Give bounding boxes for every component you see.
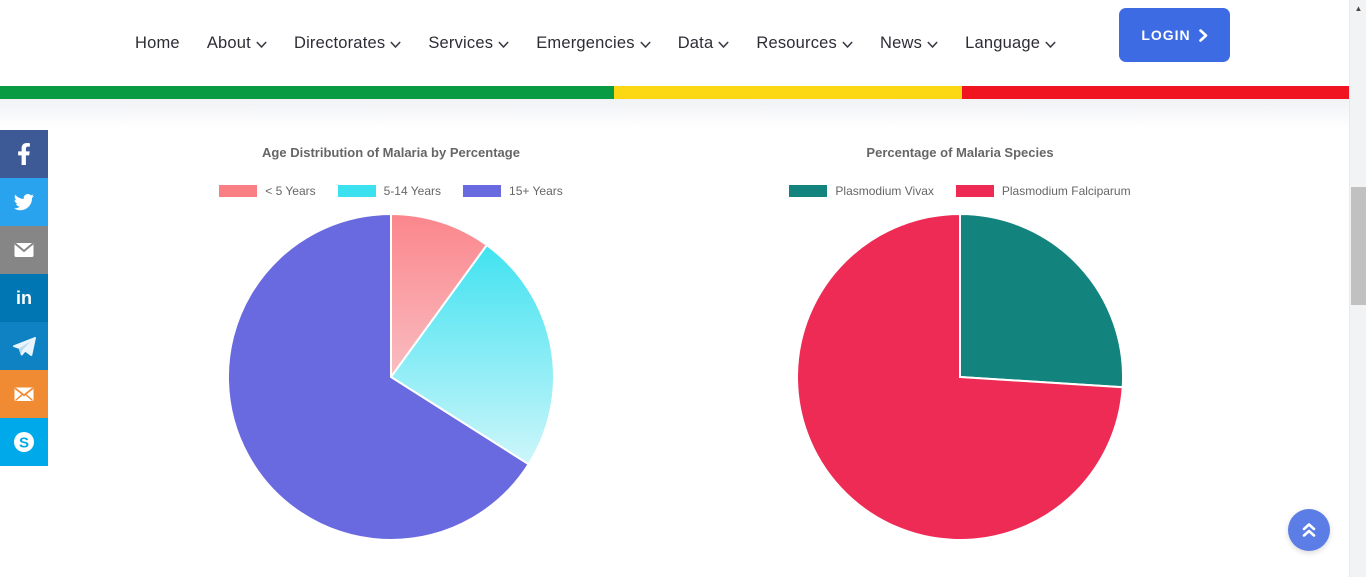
legend-label: Plasmodium Vivax xyxy=(835,184,934,198)
nav-item-label: Data xyxy=(677,33,714,52)
flag-stripe-red xyxy=(962,86,1349,99)
legend-label: < 5 Years xyxy=(265,184,316,198)
legend-label: Plasmodium Falciparum xyxy=(1001,184,1131,198)
main-nav: Home About Directorates Services Emergencies… xyxy=(135,0,1056,86)
nav-item-emergencies[interactable]: Emergencies xyxy=(536,34,651,53)
pie-chart-species[interactable] xyxy=(795,212,1125,542)
pie-slice[interactable] xyxy=(390,212,489,381)
mail-icon xyxy=(14,387,34,402)
chevron-down-icon xyxy=(640,41,651,48)
login-label: LOGIN xyxy=(1141,27,1191,43)
telegram-icon xyxy=(12,336,36,356)
flag-stripe-yellow xyxy=(614,86,962,99)
facebook-icon xyxy=(18,143,30,165)
legend-label: 15+ Years xyxy=(509,184,563,198)
legend-item[interactable]: 5-14 Years xyxy=(337,184,442,198)
envelope-icon xyxy=(14,242,34,257)
social-telegram-button[interactable] xyxy=(0,322,48,370)
nav-item-directorates[interactable]: Directorates xyxy=(294,34,401,53)
chevron-down-icon xyxy=(390,41,401,48)
nav-item-about[interactable]: About xyxy=(207,34,267,53)
social-email-button[interactable] xyxy=(0,226,48,274)
nav-item-label: News xyxy=(880,33,923,52)
nav-item-language[interactable]: Language xyxy=(965,34,1056,53)
chevron-down-icon xyxy=(1045,41,1056,48)
social-share-sidebar: in S xyxy=(0,130,48,466)
legend-label: 5-14 Years xyxy=(383,184,442,198)
chart-age-distribution: Age Distribution of Malaria by Percentag… xyxy=(219,145,563,542)
social-twitter-button[interactable] xyxy=(0,178,48,226)
chart-legend: Plasmodium Vivax Plasmodium Falciparum xyxy=(789,184,1131,198)
flag-stripe-green xyxy=(0,86,614,99)
skype-icon: S xyxy=(14,432,34,452)
nav-item-news[interactable]: News xyxy=(880,34,938,53)
nav-item-label: About xyxy=(206,33,251,52)
scrollbar-up-arrow[interactable]: ▲ xyxy=(1354,4,1363,13)
chart-title: Percentage of Malaria Species xyxy=(866,145,1054,160)
twitter-icon xyxy=(14,194,34,211)
pie-slice[interactable] xyxy=(226,212,530,541)
top-nav-bar: Home About Directorates Services Emergencies… xyxy=(0,0,1349,86)
linkedin-icon: in xyxy=(16,288,32,308)
chevron-right-icon xyxy=(1198,28,1207,42)
pie-chart-age[interactable] xyxy=(226,212,556,542)
legend-item[interactable]: 15+ Years xyxy=(463,184,563,198)
legend-swatch xyxy=(789,185,828,197)
nav-item-home[interactable]: Home xyxy=(135,34,180,53)
svg-text:S: S xyxy=(19,435,29,452)
nav-item-label: Language xyxy=(965,33,1041,52)
flag-stripe xyxy=(0,86,1349,99)
social-mail-button[interactable] xyxy=(0,370,48,418)
chevron-down-icon xyxy=(256,41,267,48)
nav-item-data[interactable]: Data xyxy=(678,34,730,53)
chevron-down-icon xyxy=(842,41,853,48)
social-linkedin-button[interactable]: in xyxy=(0,274,48,322)
chart-malaria-species: Percentage of Malaria Species Plasmodium… xyxy=(789,145,1131,542)
section-fade xyxy=(0,99,1349,129)
legend-swatch xyxy=(955,185,994,197)
chevron-down-icon xyxy=(498,41,509,48)
login-button[interactable]: LOGIN xyxy=(1119,8,1230,62)
social-facebook-button[interactable] xyxy=(0,130,48,178)
legend-item[interactable]: Plasmodium Vivax xyxy=(789,184,934,198)
chart-title: Age Distribution of Malaria by Percentag… xyxy=(262,145,520,160)
nav-item-label: Emergencies xyxy=(536,33,635,52)
nav-item-label: Services xyxy=(428,33,494,52)
nav-item-label: Directorates xyxy=(293,33,386,52)
scroll-to-top-button[interactable] xyxy=(1288,509,1330,551)
chevron-down-icon xyxy=(927,41,938,48)
pie-slice[interactable] xyxy=(959,212,1125,389)
legend-item[interactable]: Plasmodium Falciparum xyxy=(955,184,1131,198)
pie-slice[interactable] xyxy=(389,243,555,466)
nav-item-label: Home xyxy=(135,33,180,52)
legend-swatch xyxy=(463,185,502,197)
nav-item-services[interactable]: Services xyxy=(428,34,509,53)
svg-text:in: in xyxy=(16,288,32,308)
nav-item-resources[interactable]: Resources xyxy=(756,34,853,53)
legend-item[interactable]: < 5 Years xyxy=(219,184,316,198)
social-skype-button[interactable]: S xyxy=(0,418,48,466)
legend-swatch xyxy=(219,185,258,197)
pie-slice[interactable] xyxy=(796,212,1124,541)
legend-swatch xyxy=(337,185,376,197)
scrollbar[interactable]: ▲ xyxy=(1349,0,1366,577)
chevron-down-icon xyxy=(718,41,729,48)
scrollbar-thumb[interactable] xyxy=(1351,187,1366,305)
nav-item-label: Resources xyxy=(756,33,838,52)
chart-legend: < 5 Years 5-14 Years 15+ Years xyxy=(219,184,563,198)
angles-up-icon xyxy=(1302,522,1316,537)
